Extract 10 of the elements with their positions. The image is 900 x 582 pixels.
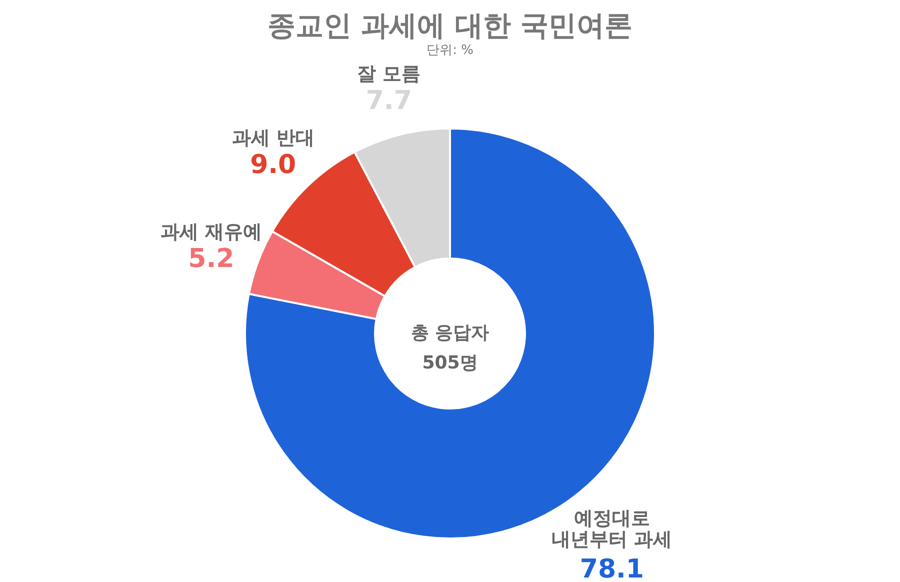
data-label: 9.0: [250, 150, 296, 180]
chart-subtitle: 단위: %: [426, 42, 474, 58]
slice-label: 과세 반대: [232, 126, 314, 149]
data-label: 5.2: [188, 244, 234, 274]
slice-label: 잘 모름: [357, 62, 421, 85]
slice-label: 예정대로 내년부터 과세: [552, 507, 672, 550]
slice-label: 과세 재유예: [160, 221, 262, 244]
data-label: 78.1: [580, 554, 644, 582]
chart-title: 종교인 과세에 대한 국민여론: [267, 8, 633, 42]
text: 총 응답자 505명: [410, 322, 490, 374]
